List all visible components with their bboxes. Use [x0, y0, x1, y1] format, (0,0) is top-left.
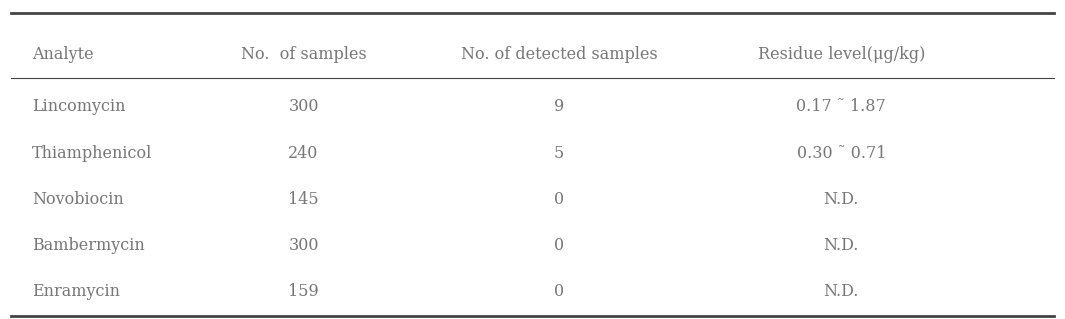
- Text: N.D.: N.D.: [823, 237, 859, 254]
- Text: 145: 145: [289, 191, 318, 208]
- Text: Lincomycin: Lincomycin: [32, 98, 126, 115]
- Text: Novobiocin: Novobiocin: [32, 191, 124, 208]
- Text: 300: 300: [289, 237, 318, 254]
- Text: No.  of samples: No. of samples: [241, 46, 366, 63]
- Text: 5: 5: [554, 145, 564, 162]
- Text: Analyte: Analyte: [32, 46, 94, 63]
- Text: 159: 159: [289, 283, 318, 300]
- Text: Thiamphenicol: Thiamphenicol: [32, 145, 152, 162]
- Text: 0.30 ˜ 0.71: 0.30 ˜ 0.71: [797, 145, 886, 162]
- Text: 0: 0: [554, 283, 564, 300]
- Text: Bambermycin: Bambermycin: [32, 237, 145, 254]
- Text: Residue level(μg/kg): Residue level(μg/kg): [757, 46, 925, 63]
- Text: N.D.: N.D.: [823, 191, 859, 208]
- Text: 0.17 ˜ 1.87: 0.17 ˜ 1.87: [797, 98, 886, 115]
- Text: No. of detected samples: No. of detected samples: [461, 46, 657, 63]
- Text: 0: 0: [554, 191, 564, 208]
- Text: 240: 240: [289, 145, 318, 162]
- Text: 0: 0: [554, 237, 564, 254]
- Text: 9: 9: [554, 98, 564, 115]
- Text: Enramycin: Enramycin: [32, 283, 120, 300]
- Text: N.D.: N.D.: [823, 283, 859, 300]
- Text: 300: 300: [289, 98, 318, 115]
